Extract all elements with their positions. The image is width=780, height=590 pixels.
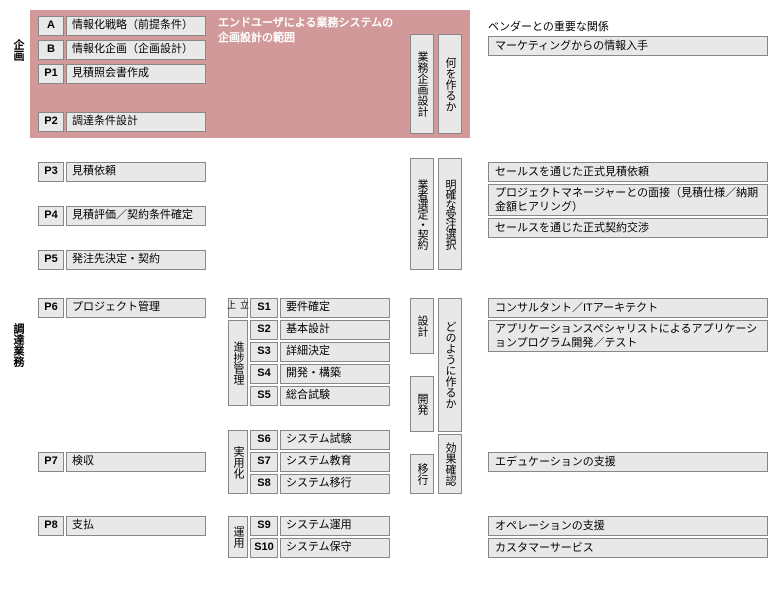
pink-title: エンドユーザによる業務システムの 企画設計の範囲 bbox=[218, 16, 393, 47]
right-r4: セールスを通じた正式契約交渉 bbox=[488, 218, 768, 238]
step-S8-label: システム移行 bbox=[280, 474, 390, 494]
col4-design: 設計 bbox=[410, 298, 434, 354]
step-S6-code: S6 bbox=[250, 430, 278, 450]
diagram-root: エンドユーザによる業務システムの 企画設計の範囲 企画 調達業務 A 情報化戦略… bbox=[10, 10, 770, 580]
phase-B-code: B bbox=[38, 40, 64, 60]
step-S3-code: S3 bbox=[250, 342, 278, 362]
step-S1-code: S1 bbox=[250, 298, 278, 318]
step-S5-code: S5 bbox=[250, 386, 278, 406]
col4-develop: 開発 bbox=[410, 376, 434, 432]
phase-P6-code: P6 bbox=[38, 298, 64, 318]
col4-how-to-make: どのように作るか bbox=[438, 298, 462, 432]
step-S5-label: 総合試験 bbox=[280, 386, 390, 406]
phase-P2-code: P2 bbox=[38, 112, 64, 132]
col4-effect-check: 効果確認 bbox=[438, 434, 462, 494]
step-S3-label: 詳細決定 bbox=[280, 342, 390, 362]
step-S9-code: S9 bbox=[250, 516, 278, 536]
col4-clear-order: 明確な受注選択 bbox=[438, 158, 462, 270]
phase-A-label: 情報化戦略（前提条件） bbox=[66, 16, 206, 36]
label-planning: 企画 bbox=[10, 30, 26, 70]
midgroup-startup: 立上 bbox=[228, 298, 248, 318]
phase-P3-code: P3 bbox=[38, 162, 64, 182]
label-procurement: 調達業務 bbox=[10, 310, 26, 380]
step-S9-label: システム運用 bbox=[280, 516, 390, 536]
midgroup-operation: 運用 bbox=[228, 516, 248, 558]
right-header: ベンダーとの重要な関係 bbox=[488, 18, 609, 34]
phase-P8-label: 支払 bbox=[66, 516, 206, 536]
step-S1-label: 要件確定 bbox=[280, 298, 390, 318]
phase-P7-code: P7 bbox=[38, 452, 64, 472]
phase-P2-label: 調達条件設計 bbox=[66, 112, 206, 132]
step-S7-code: S7 bbox=[250, 452, 278, 472]
step-S7-label: システム教育 bbox=[280, 452, 390, 472]
step-S6-label: システム試験 bbox=[280, 430, 390, 450]
phase-P7-label: 検収 bbox=[66, 452, 206, 472]
col4-vendor-select: 業者選定・契約 bbox=[410, 158, 434, 270]
phase-P5-code: P5 bbox=[38, 250, 64, 270]
step-S4-label: 開発・構築 bbox=[280, 364, 390, 384]
phase-B-label: 情報化企画（企画設計） bbox=[66, 40, 206, 60]
right-r3: プロジェクトマネージャーとの面接（見積仕様／納期金額ヒアリング） bbox=[488, 184, 768, 216]
phase-P1-code: P1 bbox=[38, 64, 64, 84]
step-S2-label: 基本設計 bbox=[280, 320, 390, 340]
phase-P4-label: 見積評価／契約条件確定 bbox=[66, 206, 206, 226]
col4-migrate: 移行 bbox=[410, 454, 434, 494]
pink-title-line1: エンドユーザによる業務システムの bbox=[218, 17, 393, 29]
col4-what-to-make: 何を作るか bbox=[438, 34, 462, 134]
phase-P8-code: P8 bbox=[38, 516, 64, 536]
phase-P1-label: 見積照会書作成 bbox=[66, 64, 206, 84]
right-r2: セールスを通じた正式見積依頼 bbox=[488, 162, 768, 182]
col4-biz-plan-design: 業務企画設計 bbox=[410, 34, 434, 134]
step-S10-label: システム保守 bbox=[280, 538, 390, 558]
step-S4-code: S4 bbox=[250, 364, 278, 384]
right-r5: コンサルタント／ITアーキテクト bbox=[488, 298, 768, 318]
phase-P6-label: プロジェクト管理 bbox=[66, 298, 206, 318]
pink-title-line2: 企画設計の範囲 bbox=[218, 32, 295, 44]
phase-P4-code: P4 bbox=[38, 206, 64, 226]
right-r8: オペレーションの支援 bbox=[488, 516, 768, 536]
midgroup-practical: 実用化 bbox=[228, 430, 248, 494]
step-S10-code: S10 bbox=[250, 538, 278, 558]
phase-P3-label: 見積依頼 bbox=[66, 162, 206, 182]
right-r6: アプリケーションスペシャリストによるアプリケーションプログラム開発／テスト bbox=[488, 320, 768, 352]
midgroup-progress: 進捗管理 bbox=[228, 320, 248, 406]
right-r7: エデュケーションの支援 bbox=[488, 452, 768, 472]
right-r1: マーケティングからの情報入手 bbox=[488, 36, 768, 56]
step-S8-code: S8 bbox=[250, 474, 278, 494]
phase-A-code: A bbox=[38, 16, 64, 36]
step-S2-code: S2 bbox=[250, 320, 278, 340]
phase-P5-label: 発注先決定・契約 bbox=[66, 250, 206, 270]
right-r9: カスタマーサービス bbox=[488, 538, 768, 558]
